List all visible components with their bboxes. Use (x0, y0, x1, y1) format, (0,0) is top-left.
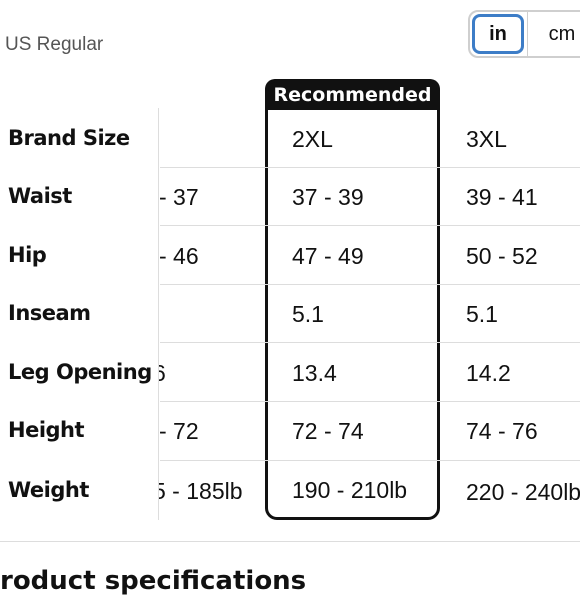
recommended-column-frame (265, 79, 440, 520)
table-cell: - 37 (159, 184, 199, 210)
table-cell: 5 - 185lb (159, 478, 243, 504)
section-heading: roduct specifications (0, 566, 307, 596)
table-cell: 6 (159, 360, 166, 386)
row-label-inseam: Inseam (8, 301, 91, 325)
table-cell: 5.1 (292, 301, 324, 327)
row-divider (160, 225, 580, 226)
toggle-divider (527, 12, 528, 56)
table-cell: 37 - 39 (292, 184, 364, 210)
recommended-badge: Recommended (265, 79, 440, 110)
table-cell: 50 - 52 (466, 243, 538, 269)
table-cell: 72 - 74 (292, 418, 364, 444)
page-title: US Regular (5, 34, 104, 55)
row-label-hip: Hip (8, 243, 47, 267)
unit-in-button[interactable]: in (472, 14, 524, 54)
table-cell: 220 - 240lb (466, 479, 580, 505)
table-cell: 13.4 (292, 360, 337, 386)
column-divider (158, 108, 159, 520)
table-cell: - 46 (159, 243, 199, 269)
table-cell: 74 - 76 (466, 418, 538, 444)
row-label-brand-size: Brand Size (8, 126, 130, 150)
unit-toggle: in cm (468, 10, 580, 58)
table-cell: 39 - 41 (466, 184, 538, 210)
table-cell: 47 - 49 (292, 243, 364, 269)
row-label-waist: Waist (8, 184, 72, 208)
row-divider (160, 401, 580, 402)
row-label-leg-opening: Leg Opening (8, 360, 152, 384)
row-divider (160, 167, 580, 168)
size-column-previous: - 37 - 46 6 - 72 5 - 185lb (159, 108, 259, 520)
section-divider (0, 541, 580, 542)
table-cell: 3XL (466, 126, 507, 152)
row-divider (160, 460, 580, 461)
unit-cm-button[interactable]: cm (548, 22, 576, 45)
table-cell: 5.1 (466, 301, 498, 327)
table-cell: 2XL (292, 126, 333, 152)
row-divider (160, 342, 580, 343)
table-cell: 14.2 (466, 360, 511, 386)
table-cell: 190 - 210lb (292, 477, 408, 503)
table-cell: - 72 (159, 418, 199, 444)
row-label-height: Height (8, 418, 85, 442)
row-label-weight: Weight (8, 478, 89, 502)
row-divider (160, 284, 580, 285)
